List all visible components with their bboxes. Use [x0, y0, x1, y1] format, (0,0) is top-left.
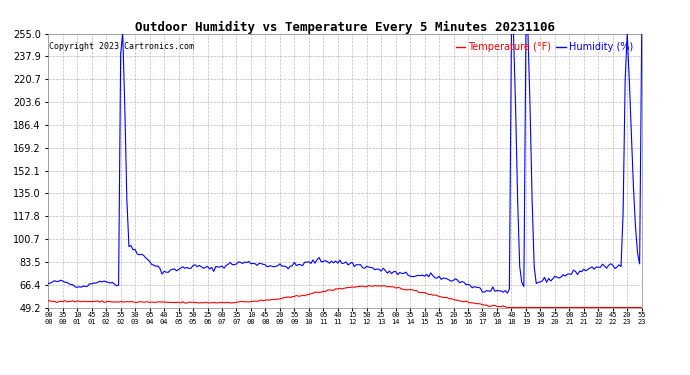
- Text: Copyright 2023 Cartronics.com: Copyright 2023 Cartronics.com: [50, 42, 195, 51]
- Legend: Temperature (°F), Humidity (%): Temperature (°F), Humidity (%): [452, 39, 637, 56]
- Title: Outdoor Humidity vs Temperature Every 5 Minutes 20231106: Outdoor Humidity vs Temperature Every 5 …: [135, 21, 555, 34]
